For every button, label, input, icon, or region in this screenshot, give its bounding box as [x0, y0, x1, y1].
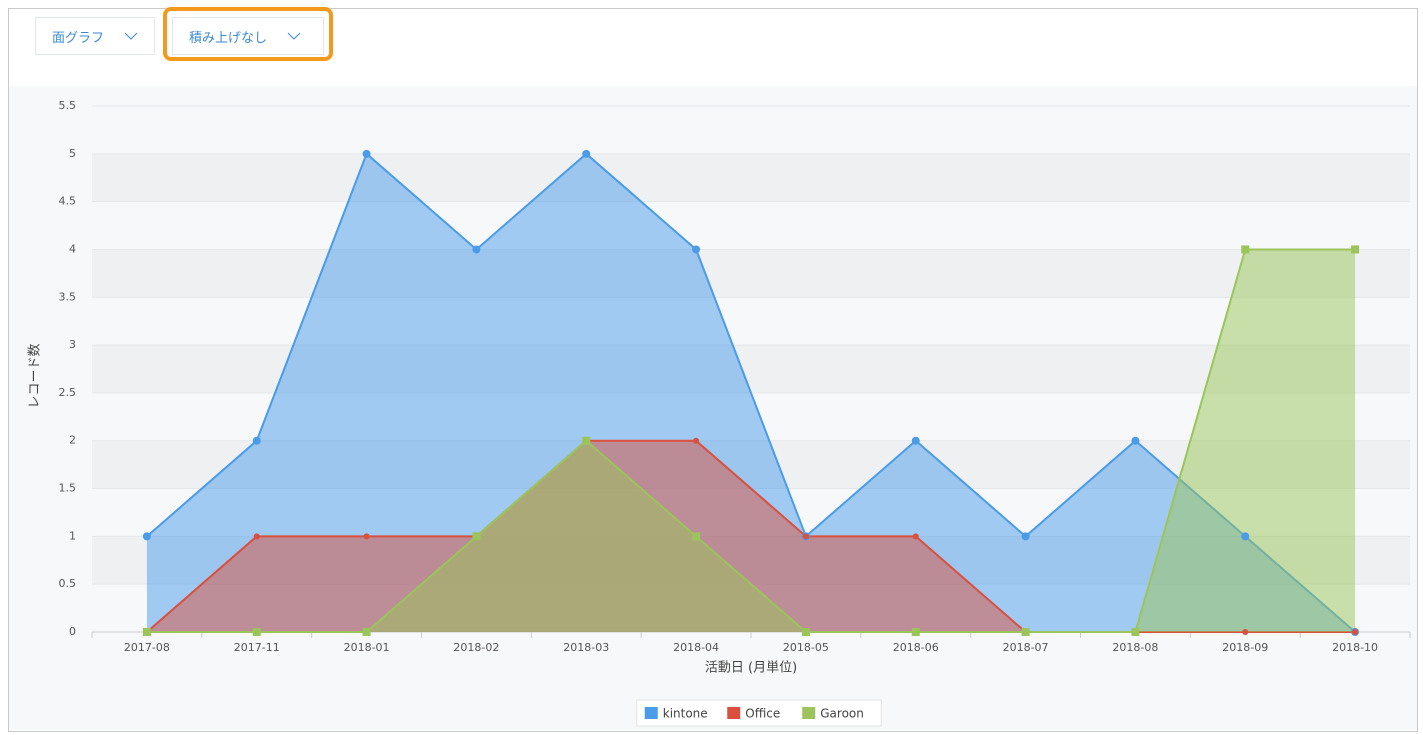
- marker: [362, 628, 371, 636]
- chevron: [287, 32, 301, 40]
- legend-box: [636, 699, 882, 727]
- x-tick-label: 2018-09: [1222, 641, 1268, 654]
- y-tick-label: 0.5: [59, 577, 77, 590]
- chart: 活動日 (月単位) レコード数 0 0.5 1 1.5 2 2.5 3 3.5 4 4.5 5 5.5…: [9, 86, 1417, 730]
- legend-label: Office: [745, 707, 780, 721]
- marker: [1241, 532, 1250, 541]
- x-tick-label: 2018-06: [893, 641, 939, 654]
- x-tick-label: 2018-05: [783, 641, 829, 654]
- marker: [1021, 628, 1030, 636]
- x-tick-label: 2018-01: [344, 641, 390, 654]
- stack-dropdown[interactable]: 積み上げなし: [172, 17, 324, 55]
- chevron: [124, 32, 138, 40]
- x-axis-title: 活動日 (月単位): [705, 660, 797, 676]
- dropdown-label: 面グラフ: [52, 30, 105, 46]
- chart-type-dropdown[interactable]: 面グラフ: [35, 17, 155, 55]
- line: [146, 152, 1356, 633]
- marker: [1241, 245, 1250, 254]
- chart-panel: 面グラフ 積み上げなし 活動日 (月単位) レコード数 0 0.5 1 1.5 2 2.5…: [8, 7, 1418, 732]
- y-axis-title: レコード数: [28, 343, 43, 408]
- y-tick-label: 2: [69, 434, 76, 447]
- line: [146, 248, 1356, 633]
- y-tick-label: 1: [69, 529, 76, 542]
- marker: [362, 149, 371, 158]
- marker: [582, 436, 591, 445]
- dropdown-label: 積み上げなし: [189, 30, 268, 46]
- marker: [693, 437, 700, 444]
- marker: [1021, 532, 1030, 541]
- x-tick-label: 2018-07: [1003, 641, 1049, 654]
- marker: [142, 532, 151, 541]
- marker: [582, 149, 591, 158]
- y-tick-label: 3.5: [59, 290, 77, 303]
- marker: [911, 436, 920, 445]
- x-tick-label: 2018-08: [1112, 641, 1158, 654]
- marker: [363, 533, 370, 540]
- marker: [692, 532, 701, 541]
- y-tick-label: 2.5: [59, 386, 77, 399]
- y-tick-label: 0: [69, 625, 76, 638]
- legend-label: Garoon: [820, 707, 864, 721]
- marker: [1131, 436, 1140, 445]
- x-tick-label: 2017-11: [234, 641, 280, 654]
- x-tick-label: 2018-03: [563, 641, 609, 654]
- marker: [252, 628, 261, 636]
- grid-band: [92, 153, 1410, 202]
- x-tick-label: 2018-04: [673, 641, 719, 654]
- y-tick-label: 4: [69, 242, 76, 255]
- y-tick-label: 4.5: [59, 195, 77, 208]
- legend-swatch: [727, 707, 741, 719]
- marker: [1131, 628, 1140, 636]
- marker: [253, 533, 260, 540]
- y-tick-label: 5.5: [59, 99, 77, 112]
- marker: [802, 533, 809, 540]
- highlight-box: [163, 7, 333, 61]
- legend-swatch: [802, 707, 816, 719]
- x-tick-label: 2017-08: [124, 641, 170, 654]
- marker: [472, 245, 481, 254]
- legend-swatch: [644, 707, 658, 719]
- marker: [1351, 245, 1360, 254]
- y-tick-label: 1.5: [59, 482, 77, 495]
- legend: kintone Office Garoon: [636, 699, 882, 727]
- grid-band: [92, 249, 1410, 298]
- legend-label: kintone: [663, 707, 708, 721]
- x-tick-label: 2018-10: [1332, 641, 1378, 654]
- y-tick-label: 3: [69, 338, 76, 351]
- marker: [912, 533, 919, 540]
- marker: [1352, 629, 1359, 635]
- y-tick-label: 5: [69, 147, 76, 160]
- x-tick-label: 2018-02: [453, 641, 499, 654]
- marker: [801, 628, 810, 636]
- marker: [142, 628, 151, 636]
- marker: [911, 628, 920, 636]
- marker: [692, 245, 701, 254]
- marker: [472, 532, 481, 541]
- marker: [1242, 629, 1249, 635]
- marker: [252, 436, 261, 445]
